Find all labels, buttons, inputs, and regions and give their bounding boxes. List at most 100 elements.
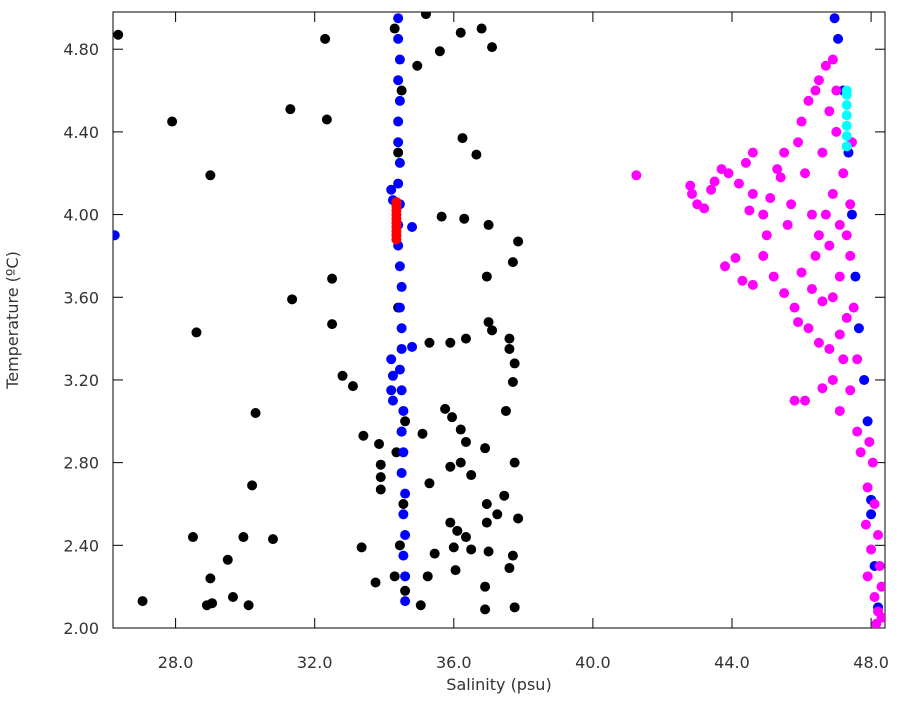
scatter-point [800, 395, 811, 406]
scatter-point [400, 488, 411, 499]
scatter-point [824, 240, 835, 251]
x-tick-label: 48.0 [853, 653, 889, 672]
scatter-point [687, 188, 697, 199]
scatter-point [394, 157, 405, 168]
scatter-point [793, 137, 804, 148]
scatter-point [429, 548, 440, 559]
scatter-point [471, 149, 482, 160]
scatter-point [394, 54, 405, 65]
scatter-point [460, 436, 471, 447]
scatter-point [476, 23, 487, 34]
x-tick-label: 40.0 [575, 653, 611, 672]
scatter-point [779, 147, 790, 158]
scatter-point [841, 312, 852, 323]
scatter-point [841, 120, 852, 131]
scatter-point [393, 75, 404, 86]
scatter-point [845, 199, 856, 210]
scatter-point [222, 554, 233, 565]
y-tick-label: 4.00 [63, 206, 99, 225]
scatter-point [205, 170, 216, 181]
scatter-point [730, 252, 741, 263]
scatter-point [874, 560, 885, 571]
scatter-point [396, 85, 407, 96]
scatter-point [393, 178, 404, 189]
scatter-point [436, 211, 447, 222]
y-tick-label: 3.20 [63, 371, 99, 390]
scatter-point [455, 424, 466, 435]
scatter-point [782, 219, 793, 230]
scatter-point [394, 302, 405, 313]
scatter-point [862, 571, 873, 582]
x-tick-label: 32.0 [297, 653, 333, 672]
scatter-point [699, 203, 710, 214]
scatter-point [820, 60, 831, 71]
scatter-point [487, 42, 498, 53]
scatter-point [452, 525, 463, 536]
scatter-point [744, 205, 755, 216]
scatter-point [859, 374, 870, 385]
scatter-point [841, 230, 852, 241]
scatter-point [396, 426, 407, 437]
scatter-point [320, 33, 331, 44]
scatter-point [827, 188, 838, 199]
scatter-point [873, 529, 884, 540]
scatter-point [398, 498, 409, 509]
scatter-point [834, 405, 845, 416]
scatter-point [803, 95, 814, 106]
scatter-point [758, 209, 769, 220]
scatter-point [775, 172, 786, 183]
scatter-point [389, 571, 400, 582]
scatter-point [866, 544, 877, 555]
scatter-point [492, 509, 503, 520]
scatter-point [450, 565, 461, 576]
scatter-point [393, 116, 404, 127]
y-tick-label: 3.60 [63, 288, 99, 307]
scatter-point [400, 571, 411, 582]
scatter-point [864, 436, 875, 447]
scatter-point [507, 550, 518, 561]
scatter-point [448, 542, 459, 553]
scatter-point [391, 447, 402, 458]
scatter-point [407, 221, 418, 232]
scatter-point [824, 106, 835, 117]
scatter-point [813, 230, 824, 241]
scatter-point [394, 540, 405, 551]
scatter-point [845, 385, 856, 396]
scatter-point [386, 354, 397, 365]
scatter-point [810, 250, 821, 261]
scatter-point [389, 23, 400, 34]
scatter-point [387, 395, 398, 406]
scatter-point [499, 490, 510, 501]
scatter-point [765, 193, 776, 204]
x-tick-label: 28.0 [158, 653, 194, 672]
scatter-point [507, 377, 518, 388]
scatter-point [481, 517, 492, 528]
scatter-point [866, 509, 877, 520]
scatter-point [720, 261, 731, 272]
scatter-point [393, 33, 404, 44]
scatter-point [841, 85, 852, 96]
scatter-point [396, 385, 407, 396]
scatter-point [227, 591, 238, 602]
scatter-point [375, 459, 386, 470]
scatter-point [400, 416, 411, 427]
scatter-point [852, 354, 863, 365]
scatter-point [833, 33, 844, 44]
scatter-point [507, 257, 518, 268]
scatter-point [394, 261, 405, 272]
scatter-point [827, 292, 838, 303]
plot-frame [112, 11, 886, 629]
scatter-point [337, 370, 348, 381]
scatter-point [460, 532, 471, 543]
scatter-point [393, 13, 404, 24]
scatter-point [841, 100, 852, 111]
scatter-point [817, 147, 828, 158]
scatter-point [817, 296, 828, 307]
scatter-point [862, 482, 873, 493]
scatter-point [747, 188, 758, 199]
scatter-point [393, 137, 404, 148]
scatter-point [740, 157, 751, 168]
scatter-point [434, 46, 445, 57]
scatter-point [827, 374, 838, 385]
scatter-point [800, 168, 811, 179]
